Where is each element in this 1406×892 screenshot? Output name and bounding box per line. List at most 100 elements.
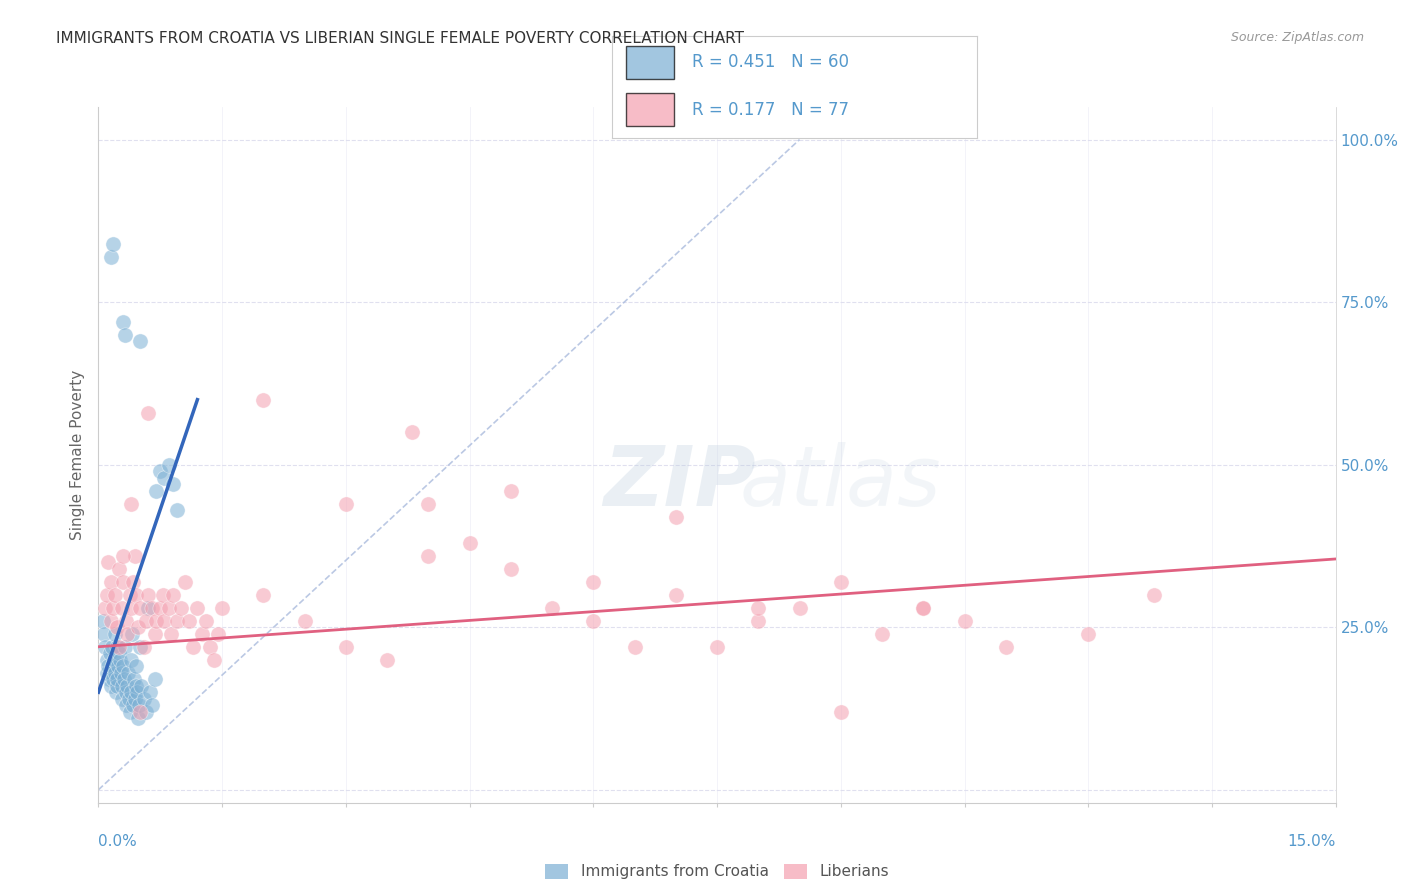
Point: [1077, 626, 1099, 640]
Point: [149, 464, 172, 478]
Point: [132, 640, 155, 654]
Point: [112, 574, 135, 589]
Point: [124, 549, 146, 563]
Point: [98, 672, 121, 686]
Point: [94, 600, 117, 615]
Point: [100, 250, 122, 264]
Point: [91, 614, 114, 628]
Point: [128, 600, 150, 615]
Point: [117, 679, 139, 693]
Point: [665, 509, 688, 524]
Point: [198, 640, 221, 654]
Legend: Immigrants from Croatia, Liberians: Immigrants from Croatia, Liberians: [540, 857, 894, 886]
Point: [252, 392, 274, 407]
Point: [118, 705, 141, 719]
Point: [418, 497, 440, 511]
Point: [136, 588, 159, 602]
Point: [121, 626, 143, 640]
FancyBboxPatch shape: [626, 93, 673, 126]
Point: [105, 620, 128, 634]
Point: [153, 614, 176, 628]
Point: [103, 672, 125, 686]
Point: [870, 626, 893, 640]
Point: [125, 588, 148, 602]
Point: [110, 679, 132, 693]
Point: [458, 535, 481, 549]
Text: Source: ZipAtlas.com: Source: ZipAtlas.com: [1230, 31, 1364, 45]
Point: [582, 614, 605, 628]
Point: [117, 626, 139, 640]
Point: [375, 653, 398, 667]
Point: [100, 679, 122, 693]
Text: 15.0%: 15.0%: [1288, 834, 1336, 849]
Point: [665, 588, 688, 602]
Text: R = 0.177   N = 77: R = 0.177 N = 77: [692, 101, 849, 119]
Point: [582, 574, 605, 589]
Point: [174, 574, 197, 589]
Point: [115, 698, 138, 713]
Point: [110, 600, 132, 615]
Point: [100, 640, 122, 654]
Point: [136, 600, 159, 615]
Text: 0.0%: 0.0%: [98, 834, 138, 849]
Point: [499, 483, 522, 498]
Point: [105, 640, 128, 654]
Point: [100, 574, 122, 589]
Point: [149, 600, 172, 615]
Point: [122, 698, 145, 713]
Point: [953, 614, 976, 628]
Point: [94, 640, 117, 654]
Point: [830, 574, 852, 589]
Point: [110, 665, 132, 680]
Point: [120, 600, 142, 615]
Point: [153, 471, 176, 485]
FancyBboxPatch shape: [626, 46, 673, 78]
Point: [418, 549, 440, 563]
Point: [143, 672, 166, 686]
Point: [98, 646, 121, 660]
Point: [747, 600, 769, 615]
Point: [108, 646, 131, 660]
Point: [125, 679, 148, 693]
Point: [104, 665, 127, 680]
Point: [128, 334, 150, 348]
Point: [207, 626, 229, 640]
Point: [108, 640, 131, 654]
Text: atlas: atlas: [740, 442, 942, 524]
Point: [124, 659, 146, 673]
Point: [135, 705, 157, 719]
Point: [166, 614, 188, 628]
Point: [105, 672, 128, 686]
Point: [131, 679, 153, 693]
Point: [912, 600, 935, 615]
Point: [789, 600, 811, 615]
Point: [401, 425, 423, 439]
Point: [166, 503, 188, 517]
Point: [127, 620, 149, 634]
Point: [114, 327, 136, 342]
Point: [162, 588, 184, 602]
Point: [128, 640, 150, 654]
Point: [108, 562, 131, 576]
Point: [141, 698, 163, 713]
Point: [135, 614, 157, 628]
Y-axis label: Single Female Poverty: Single Female Poverty: [70, 370, 86, 540]
Point: [97, 555, 120, 569]
Point: [122, 672, 145, 686]
Point: [132, 691, 155, 706]
Point: [93, 626, 115, 640]
Point: [122, 574, 145, 589]
Point: [186, 600, 208, 615]
Point: [145, 614, 167, 628]
Point: [181, 640, 204, 654]
Text: R = 0.451   N = 60: R = 0.451 N = 60: [692, 54, 849, 71]
Point: [120, 685, 142, 699]
Point: [143, 626, 166, 640]
Point: [127, 711, 149, 725]
Point: [747, 614, 769, 628]
Point: [162, 477, 184, 491]
Point: [294, 614, 316, 628]
Point: [211, 600, 233, 615]
Point: [127, 685, 149, 699]
Point: [112, 315, 135, 329]
